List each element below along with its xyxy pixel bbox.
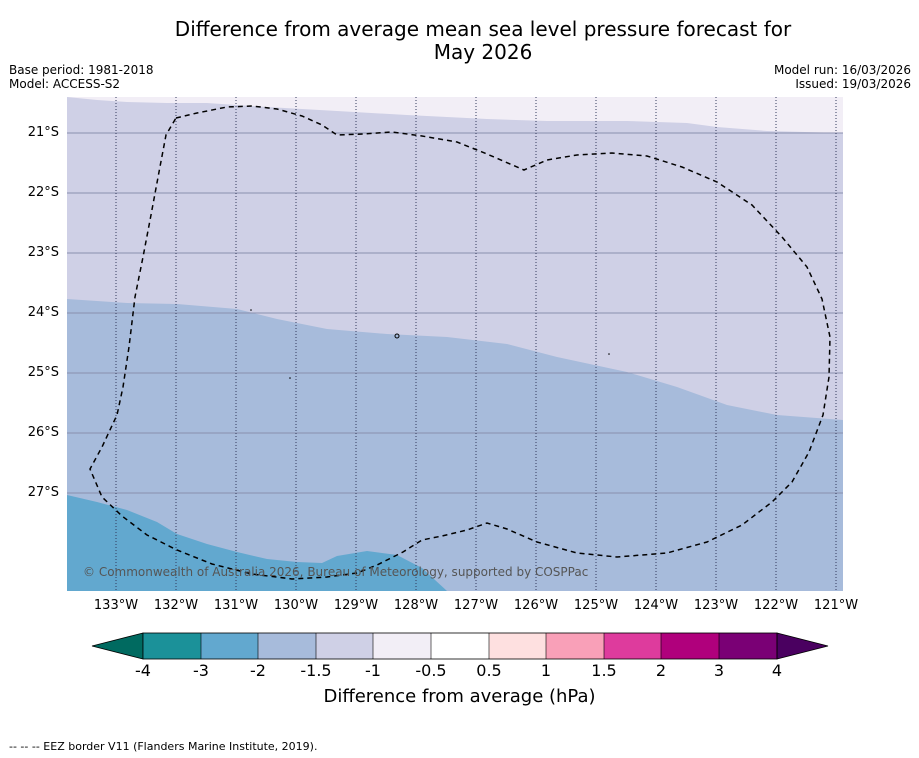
map-svg xyxy=(67,97,843,591)
issued-date: Issued: 19/03/2026 xyxy=(795,77,911,91)
lat-label: 26°S xyxy=(27,425,59,440)
colorbar-tick-label: 2 xyxy=(655,661,667,680)
colorbar-segment xyxy=(373,633,431,659)
colorbar-over-arrow xyxy=(776,632,829,660)
lon-label: 127°W xyxy=(453,598,499,613)
colorbar-segment xyxy=(258,633,316,659)
lon-label: 130°W xyxy=(273,598,319,613)
colorbar-segment xyxy=(719,633,777,659)
colorbar-tick-label: 3 xyxy=(713,661,725,680)
lat-label: 23°S xyxy=(27,245,59,260)
colorbar-segment xyxy=(546,633,604,659)
eez-border xyxy=(89,105,831,580)
title-line-1: Difference from average mean sea level p… xyxy=(174,17,792,41)
island-marker xyxy=(608,353,610,355)
band-minus-2-to-minus-3 xyxy=(67,495,447,591)
colorbar-tick-label: -0.5 xyxy=(415,661,447,680)
meta-left: Base period: 1981-2018 Model: ACCESS-S2 xyxy=(9,63,154,91)
base-period: Base period: 1981-2018 xyxy=(9,63,154,77)
colorbar-tick-label: -4 xyxy=(135,661,151,680)
colorbar-dividers xyxy=(200,633,720,659)
band-minus-1-5-to-minus-2 xyxy=(67,299,843,591)
colorbar-under-arrow xyxy=(91,632,144,660)
colorbar-segment xyxy=(489,633,546,659)
lon-label: 124°W xyxy=(633,598,679,613)
lat-label: 24°S xyxy=(27,305,59,320)
colorbar-tick-label: 4 xyxy=(771,661,783,680)
lon-label: 132°W xyxy=(153,598,199,613)
lon-gridlines xyxy=(115,97,837,591)
meta-right: Model run: 16/03/2026 Issued: 19/03/2026 xyxy=(774,63,911,91)
copyright-notice: © Commonwealth of Australia 2026, Bureau… xyxy=(83,565,589,579)
colorbar-title: Difference from average (hPa) xyxy=(323,686,596,707)
colorbar-tick-label: -1.5 xyxy=(300,661,332,680)
model-name: Model: ACCESS-S2 xyxy=(9,77,121,91)
eez-legend-footer: -- -- -- EEZ border V11 (Flanders Marine… xyxy=(9,740,318,753)
lat-label: 25°S xyxy=(27,365,59,380)
model-run: Model run: 16/03/2026 xyxy=(773,63,911,77)
lon-label: 131°W xyxy=(213,598,259,613)
island-marker xyxy=(250,309,252,311)
colorbar-tick-label: 1.5 xyxy=(591,661,617,680)
colorbar-tick-label: -2 xyxy=(250,661,266,680)
colorbar-segment xyxy=(661,633,719,659)
colorbar-outline xyxy=(142,632,778,660)
colorbar-tick-label: 0.5 xyxy=(476,661,502,680)
colorbar-segment xyxy=(316,633,373,659)
lon-label: 122°W xyxy=(753,598,799,613)
colorbar-tick-label: -3 xyxy=(193,661,209,680)
lat-gridlines xyxy=(67,132,843,494)
colorbar-segment xyxy=(431,633,489,659)
map-title: Difference from average mean sea level p… xyxy=(0,18,919,64)
lon-label: 128°W xyxy=(393,598,439,613)
lon-label: 133°W xyxy=(93,598,139,613)
island-marker xyxy=(394,333,400,339)
lon-label: 126°W xyxy=(513,598,559,613)
colorbar-segment xyxy=(201,633,258,659)
colorbar xyxy=(91,632,829,660)
colorbar-segment xyxy=(604,633,661,659)
lat-label: 22°S xyxy=(27,185,59,200)
colorbar-segment xyxy=(143,633,201,659)
lat-label: 27°S xyxy=(27,485,59,500)
colorbar-tick-label: 1 xyxy=(540,661,552,680)
lon-label: 129°W xyxy=(333,598,379,613)
lat-label: 21°S xyxy=(27,125,59,140)
island-marker xyxy=(289,377,291,379)
lon-label: 125°W xyxy=(573,598,619,613)
lon-label: 121°W xyxy=(813,598,859,613)
map-area xyxy=(67,97,843,591)
colorbar-tick-label: -1 xyxy=(365,661,381,680)
lon-label: 123°W xyxy=(693,598,739,613)
title-line-2: May 2026 xyxy=(433,40,533,64)
